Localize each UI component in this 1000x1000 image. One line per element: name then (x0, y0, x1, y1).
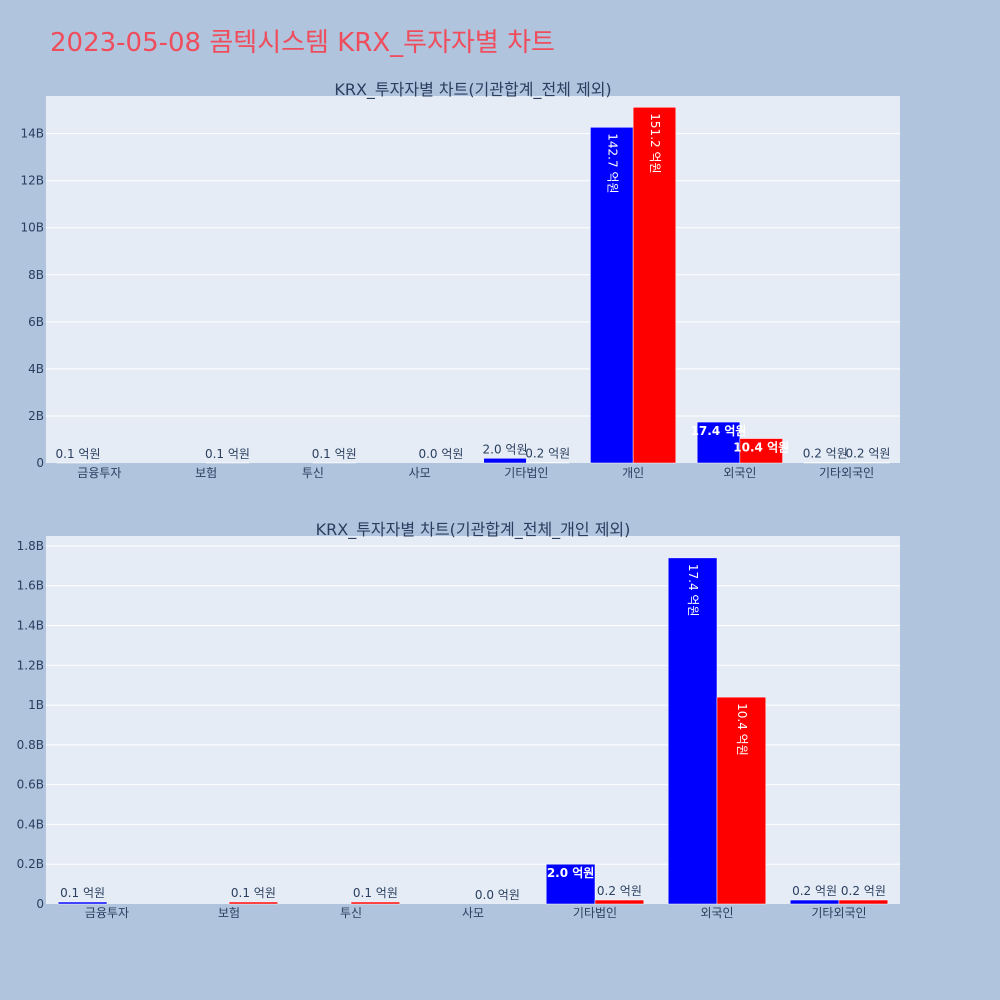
plot-area (46, 536, 900, 904)
data-label: 0.0 억원 (418, 447, 463, 461)
x-tick-label: 금융투자 (85, 906, 129, 920)
bar (632, 107, 677, 464)
bar (545, 863, 596, 905)
data-label: 0.1 억원 (60, 886, 105, 900)
chart-2: 0 0.2B 0.4B 0.6B 0.8B 1B 1.2B 1.4B 1.6B 1.8B KRX_투… (17, 520, 900, 920)
bar (57, 901, 108, 905)
y-tick-label: 0.6B (17, 778, 44, 792)
x-tick-label: 기타법인 (504, 466, 548, 480)
data-label: 0.2 억원 (845, 447, 890, 461)
bar (594, 899, 645, 905)
y-tick-label: 0 (36, 456, 44, 470)
y-tick-label: 0.8B (17, 738, 44, 752)
y-tick-label: 14B (20, 127, 44, 141)
x-tick-label: 투신 (302, 466, 324, 480)
y-tick-label: 1.6B (17, 579, 44, 593)
chart-1: 0 2B 4B 6B 8B 10B 12B 14B KRX_투자자별 차트(기관합계_전체 제외… (20, 80, 900, 480)
data-label: 0.1 억원 (56, 447, 101, 461)
x-tick-label: 금융투자 (77, 466, 121, 480)
data-label: 151.2 억원 (648, 113, 662, 173)
x-tick-label: 사모 (409, 466, 431, 480)
y-tick-label: 1.2B (17, 658, 44, 672)
data-label: 0.1 억원 (312, 447, 357, 461)
x-tick-label: 보험 (195, 466, 217, 480)
y-tick-label: 0 (36, 897, 44, 911)
x-tick-label: 기타외국인 (819, 466, 874, 480)
data-label: 0.1 억원 (353, 886, 398, 900)
chart-subtitle: KRX_투자자별 차트(기관합계_전체 제외) (334, 80, 611, 100)
data-label: 0.1 억원 (205, 447, 250, 461)
bar (789, 899, 840, 905)
data-label: 17.4 억원 (691, 424, 747, 438)
x-tick-label: 보험 (218, 906, 240, 920)
data-label: 0.1 억원 (231, 886, 276, 900)
bar (739, 438, 783, 464)
data-label: 17.4 억원 (686, 564, 700, 617)
bar (696, 421, 741, 464)
bar (228, 901, 279, 905)
bar (667, 557, 718, 905)
x-tick-label: 기타외국인 (811, 906, 866, 920)
y-tick-label: 10B (20, 221, 44, 235)
x-tick-label: 외국인 (723, 466, 756, 480)
x-tick-label: 사모 (462, 906, 484, 920)
x-tick-label: 기타법인 (573, 906, 617, 920)
y-tick-label: 1B (28, 698, 44, 712)
y-tick-label: 4B (28, 362, 44, 376)
data-label: 10.4 억원 (735, 703, 749, 756)
bar (716, 696, 767, 905)
bar (590, 127, 634, 464)
data-label: 0.2 억원 (525, 447, 570, 461)
y-tick-label: 0.2B (17, 857, 44, 871)
y-tick-label: 8B (28, 268, 44, 282)
bar (350, 901, 401, 905)
plot-area (46, 96, 900, 463)
data-label: 0.2 억원 (597, 884, 642, 898)
y-tick-label: 2B (28, 409, 44, 423)
bar (838, 899, 889, 905)
data-label: 0.2 억원 (792, 884, 837, 898)
data-label: 0.0 억원 (475, 888, 520, 902)
data-label: 142.7 억원 (605, 133, 619, 193)
data-label: 2.0 억원 (483, 442, 528, 456)
x-tick-label: 개인 (622, 466, 644, 480)
bar (483, 458, 527, 464)
y-tick-label: 0.4B (17, 817, 44, 831)
chart-subtitle: KRX_투자자별 차트(기관합계_전체_개인 제외) (316, 520, 631, 540)
data-label: 0.2 억원 (841, 884, 886, 898)
y-tick-label: 12B (20, 174, 44, 188)
data-label: 10.4 억원 (733, 441, 789, 455)
y-tick-label: 1.4B (17, 619, 44, 633)
data-label: 2.0 억원 (547, 866, 595, 880)
page-title: 2023-05-08 콤텍시스템 KRX_투자자별 차트 (50, 28, 555, 58)
x-tick-label: 투신 (340, 906, 362, 920)
x-tick-label: 외국인 (700, 906, 733, 920)
y-tick-label: 6B (28, 315, 44, 329)
data-label: 0.2 억원 (803, 447, 848, 461)
y-tick-label: 1.8B (17, 539, 44, 553)
